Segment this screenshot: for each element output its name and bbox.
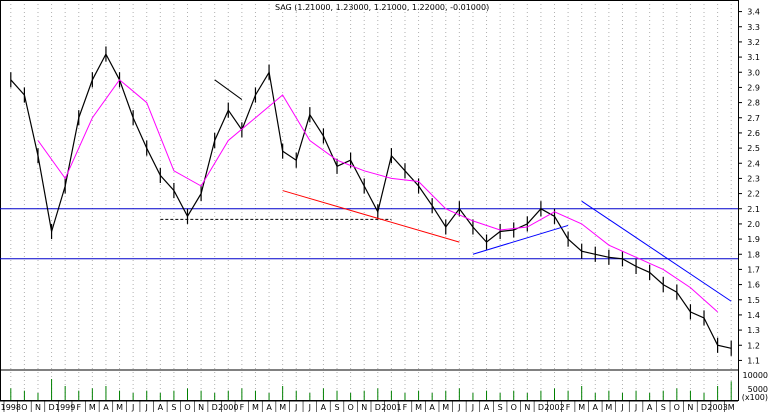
x-tick-label: J [308, 403, 311, 412]
y-tick-label: 2.3 [747, 174, 760, 183]
trendlines [214, 79, 732, 302]
x-tick-label: A [158, 403, 164, 412]
x-tick-label: M [578, 403, 585, 412]
chart-grid [0, 0, 739, 401]
y-tick-label: 1.7 [747, 265, 760, 274]
x-tick-label: 2002 [544, 403, 564, 412]
x-tick-label: A [266, 403, 272, 412]
y-tick-label: 2.1 [747, 205, 760, 214]
y-tick-label: 2.7 [747, 114, 760, 123]
x-tick-label: D [375, 403, 381, 412]
x-tick-label: O [347, 403, 353, 412]
x-tick-label: M [442, 403, 449, 412]
x-tick-label: M [116, 403, 123, 412]
x-tick-label: D [701, 403, 707, 412]
x-tick-label: M [728, 403, 735, 412]
y-tick-label: 1.8 [747, 250, 760, 259]
x-tick-label: J [131, 403, 134, 412]
x-tick-label: S [498, 403, 503, 412]
x-tick-label: O [184, 403, 190, 412]
x-tick-label: D [538, 403, 544, 412]
y-tick-label: 2.6 [747, 129, 760, 138]
y-tick-label: 3.3 [747, 23, 760, 32]
x-tick-label: M [415, 403, 422, 412]
x-tick-label: N [35, 403, 41, 412]
x-tick-label: 1998 [1, 403, 21, 412]
volume-tick-label: 5000 [748, 385, 768, 394]
x-tick-label: M [279, 403, 286, 412]
y-tick-label: 1.3 [747, 326, 760, 335]
x-tick-label: A [429, 403, 435, 412]
x-tick-label: J [145, 403, 148, 412]
y-tick-label: 2.9 [747, 83, 760, 92]
x-tick-label: F [403, 403, 408, 412]
x-tick-label: J [457, 403, 460, 412]
price-line [10, 52, 732, 349]
y-tick-label: 2.5 [747, 144, 760, 153]
x-tick-label: J [294, 403, 297, 412]
x-tick-label: M [89, 403, 96, 412]
volume-panel: 10000 5000(x100) [10, 371, 768, 402]
y-tick-label: 3.4 [747, 8, 760, 17]
x-tick-label: O [21, 403, 27, 412]
support-resistance-levels [0, 208, 738, 260]
chart-axes: 1.1 1.2 1.3 1.4 1.5 1.6 1.7 1.8 1.9 2.0 2.1 2.2 2.3 2… [0, 8, 760, 412]
x-tick-label: M [605, 403, 612, 412]
y-tick-label: 3.1 [747, 53, 760, 62]
plot-frame [0, 0, 739, 401]
x-tick-label: O [511, 403, 517, 412]
x-tick-label: M [252, 403, 259, 412]
x-tick-label: 2003 [707, 403, 727, 412]
y-tick-label: 2.0 [747, 220, 760, 229]
y-tick-label: 1.5 [747, 296, 760, 305]
x-tick-label: N [524, 403, 530, 412]
x-tick-label: 2001 [381, 403, 401, 412]
x-tick-label: S [334, 403, 339, 412]
x-tick-label: A [593, 403, 599, 412]
price-series [10, 46, 732, 356]
y-tick-label: 3.2 [747, 38, 760, 47]
trendline [472, 224, 569, 255]
trendline [581, 200, 732, 302]
x-tick-label: F [566, 403, 571, 412]
x-tick-label: A [484, 403, 490, 412]
y-tick-label: 2.4 [747, 159, 760, 168]
x-tick-label: J [471, 403, 474, 412]
y-tick-label: 2.2 [747, 190, 760, 199]
y-tick-label: 1.9 [747, 235, 760, 244]
x-tick-label: F [76, 403, 81, 412]
y-tick-label: 1.6 [747, 281, 760, 290]
x-tick-label: J [620, 403, 623, 412]
y-tick-label: 2.8 [747, 99, 760, 108]
x-tick-label: N [361, 403, 367, 412]
x-tick-label: A [321, 403, 327, 412]
x-tick-label: F [240, 403, 245, 412]
chart-header: SAG (1.21000, 1.23000, 1.21000, 1.22000,… [275, 3, 489, 12]
moving-average-line [37, 79, 718, 313]
x-tick-label: A [647, 403, 653, 412]
x-tick-label: S [171, 403, 176, 412]
trendline [282, 190, 460, 243]
x-tick-label: A [103, 403, 109, 412]
y-tick-label: 1.1 [747, 356, 760, 365]
y-tick-label: 3.0 [747, 68, 760, 77]
x-tick-label: 2000 [218, 403, 238, 412]
x-tick-label: D [212, 403, 218, 412]
volume-tick-label: 10000 [743, 371, 768, 380]
trendline [214, 79, 243, 100]
x-tick-label: N [687, 403, 693, 412]
x-tick-label: N [198, 403, 204, 412]
y-tick-label: 1.2 [747, 341, 760, 350]
x-tick-label: D [48, 403, 54, 412]
volume-unit-label: (x100) [742, 393, 768, 402]
x-tick-label: O [674, 403, 680, 412]
y-tick-label: 1.4 [747, 311, 760, 320]
x-tick-label: J [634, 403, 637, 412]
x-tick-label: 1999 [55, 403, 75, 412]
x-tick-label: S [661, 403, 666, 412]
